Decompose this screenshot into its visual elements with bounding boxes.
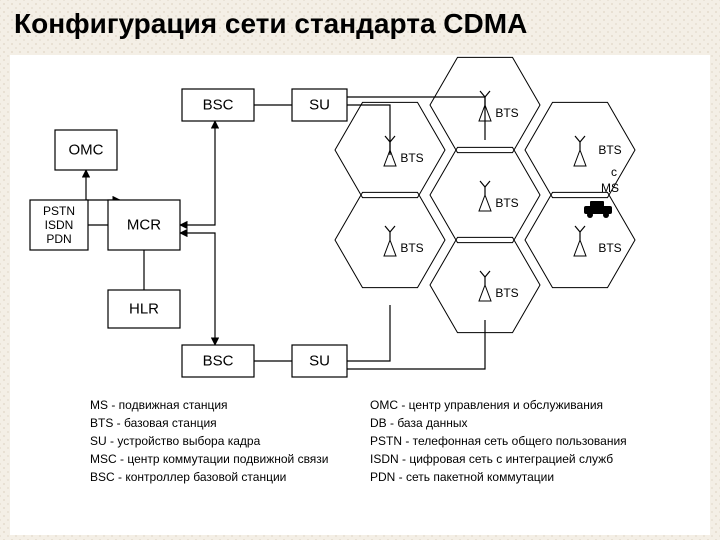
legend-right-0: OMC - центр управления и обслуживания	[370, 398, 603, 412]
svg-text:BTS: BTS	[400, 151, 423, 165]
svg-text:BTS: BTS	[400, 241, 423, 255]
svg-text:PDN: PDN	[46, 232, 71, 246]
legend-left-4: BSC - контроллер базовой станции	[90, 470, 286, 484]
svg-text:ISDN: ISDN	[45, 218, 74, 232]
svg-text:OMC: OMC	[69, 142, 104, 159]
legend-right-3: ISDN - цифровая сеть с интеграцией служб	[370, 452, 613, 466]
legend-right-2: PSTN - телефонная сеть общего пользовани…	[370, 434, 627, 448]
legend-right-4: PDN - сеть пакетной коммутации	[370, 470, 554, 484]
legend-right-1: DB - база данных	[370, 416, 468, 430]
svg-text:BSC: BSC	[203, 353, 234, 370]
svg-text:MCR: MCR	[127, 217, 161, 234]
svg-text:BSC: BSC	[203, 97, 234, 114]
svg-text:SU: SU	[309, 353, 330, 370]
svg-text:BTS: BTS	[495, 286, 518, 300]
svg-text:с: с	[611, 165, 617, 179]
svg-text:BTS: BTS	[495, 106, 518, 120]
svg-text:BTS: BTS	[598, 143, 621, 157]
page-title: Конфигурация сети стандарта CDMA	[14, 8, 527, 40]
legend-left-0: MS - подвижная станция	[90, 398, 228, 412]
diagram-svg: BTSBTSBTSсMSBTSBTSBTSBTSOMCBSCSUPSTNISDN…	[10, 55, 710, 535]
svg-text:MS: MS	[601, 181, 619, 195]
svg-text:SU: SU	[309, 97, 330, 114]
diagram-area: BTSBTSBTSсMSBTSBTSBTSBTSOMCBSCSUPSTNISDN…	[10, 55, 710, 535]
legend-left-1: BTS - базовая станция	[90, 416, 217, 430]
svg-text:BTS: BTS	[495, 196, 518, 210]
svg-text:BTS: BTS	[598, 241, 621, 255]
svg-text:PSTN: PSTN	[43, 204, 75, 218]
legend-left-2: SU - устройство выбора кадра	[90, 434, 261, 448]
svg-text:HLR: HLR	[129, 301, 159, 318]
legend-left-3: MSC - центр коммутации подвижной связи	[90, 452, 329, 466]
